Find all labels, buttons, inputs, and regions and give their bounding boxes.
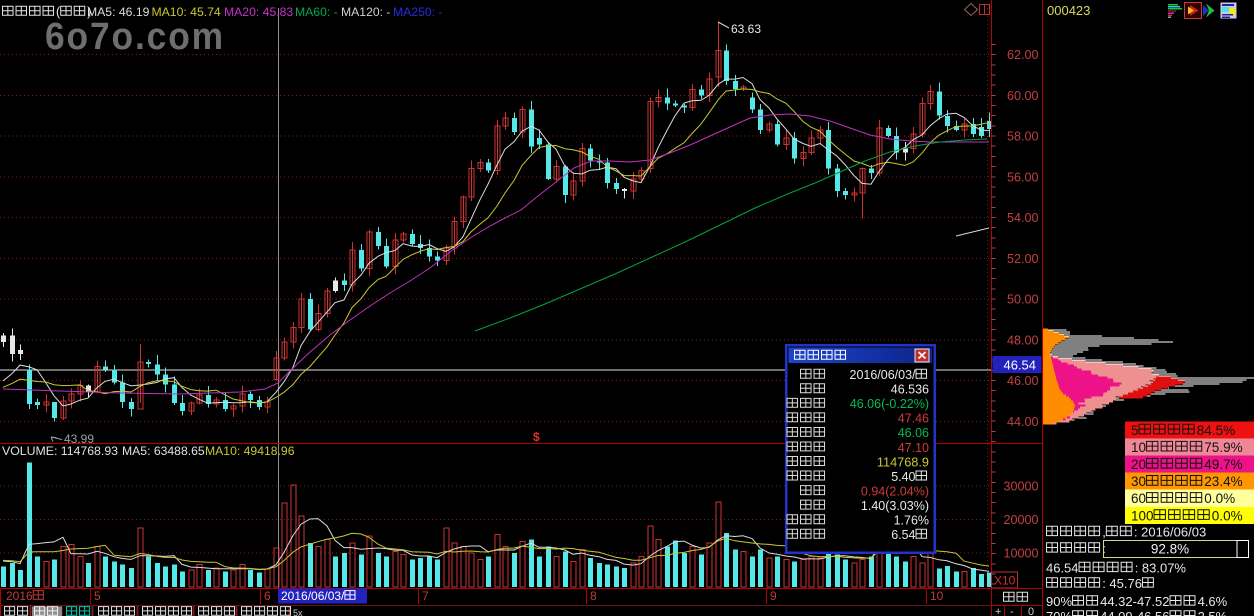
svg-text:6.54: 6.54 — [891, 528, 915, 542]
svg-text:2016/06/03/: 2016/06/03/ — [850, 368, 917, 382]
svg-text:10: 10 — [1131, 440, 1146, 455]
svg-text:0.0%: 0.0% — [1204, 491, 1235, 506]
svg-text:MA120: -: MA120: - — [341, 5, 391, 19]
svg-text:MA10: 49418.96: MA10: 49418.96 — [205, 444, 295, 458]
svg-text:): ) — [87, 5, 91, 19]
svg-text:MA10: 45.74: MA10: 45.74 — [152, 5, 221, 19]
svg-text:0: 0 — [1028, 606, 1034, 616]
svg-text:50.00: 50.00 — [1007, 293, 1039, 307]
svg-text:52.00: 52.00 — [1007, 252, 1039, 266]
svg-text:43.99: 43.99 — [64, 432, 94, 446]
svg-text:X10: X10 — [994, 574, 1016, 588]
svg-text:MA20: 45.83: MA20: 45.83 — [224, 5, 293, 19]
svg-text:: 45.76: : 45.76 — [1102, 576, 1142, 591]
svg-text:62.00: 62.00 — [1007, 48, 1039, 62]
svg-text:23.4%: 23.4% — [1204, 474, 1242, 489]
svg-text:63.63: 63.63 — [731, 22, 761, 36]
svg-text:46.06(-0.22%): 46.06(-0.22%) — [850, 397, 929, 411]
svg-text:MA5: 46.19: MA5: 46.19 — [87, 5, 150, 19]
svg-text:1.40(3.03%): 1.40(3.03%) — [861, 499, 929, 513]
svg-text:46.54: 46.54 — [1004, 358, 1037, 373]
svg-text:60: 60 — [1131, 491, 1146, 506]
svg-text:: 2016/06/03: : 2016/06/03 — [1134, 525, 1206, 540]
svg-text:90%: 90% — [1046, 594, 1072, 609]
svg-text:75.9%: 75.9% — [1204, 440, 1242, 455]
svg-text:,: , — [1102, 525, 1106, 540]
svg-text:48.00: 48.00 — [1007, 333, 1039, 347]
svg-text:100: 100 — [1131, 508, 1154, 523]
svg-text:84.5%: 84.5% — [1197, 423, 1235, 438]
svg-text:60.00: 60.00 — [1007, 89, 1039, 103]
svg-text:46.54: 46.54 — [1046, 561, 1079, 576]
svg-text:47.10: 47.10 — [898, 441, 929, 455]
svg-text:9: 9 — [770, 589, 777, 603]
svg-text:8: 8 — [590, 589, 597, 603]
svg-text:7: 7 — [422, 589, 429, 603]
svg-text:MA60: -: MA60: - — [295, 5, 338, 19]
svg-text:4.6%: 4.6% — [1198, 594, 1228, 609]
svg-text:000423: 000423 — [1047, 3, 1090, 18]
svg-text:0.94(2.04%): 0.94(2.04%) — [861, 484, 929, 498]
svg-text:44.00: 44.00 — [1007, 415, 1039, 429]
svg-text:MA5: 63488.65: MA5: 63488.65 — [122, 444, 205, 458]
svg-text:6o7o.com: 6o7o.com — [45, 16, 225, 58]
svg-text:92.8%: 92.8% — [1151, 542, 1189, 557]
svg-text:2.5%: 2.5% — [1198, 609, 1228, 616]
svg-text:30000: 30000 — [1004, 480, 1039, 494]
svg-text:44.32-47.52: 44.32-47.52 — [1100, 594, 1169, 609]
svg-text:(: ( — [56, 5, 61, 19]
svg-text:46.06: 46.06 — [898, 426, 929, 440]
svg-text:-: - — [1010, 606, 1014, 616]
svg-text:114768.9: 114768.9 — [877, 455, 929, 469]
svg-text:1.76%: 1.76% — [894, 514, 929, 528]
svg-text:46.536: 46.536 — [891, 383, 929, 397]
svg-text:47.46: 47.46 — [898, 412, 929, 426]
svg-text:5.40: 5.40 — [891, 470, 915, 484]
svg-text:56.00: 56.00 — [1007, 170, 1039, 184]
svg-text:2016/06/03/: 2016/06/03/ — [281, 589, 345, 603]
svg-text:2016: 2016 — [6, 589, 33, 603]
svg-text:70%: 70% — [1046, 609, 1072, 616]
svg-text:49.7%: 49.7% — [1204, 457, 1242, 472]
svg-text:MA250: -: MA250: - — [393, 5, 443, 19]
svg-text:46.00: 46.00 — [1007, 374, 1039, 388]
svg-text:5: 5 — [94, 589, 101, 603]
svg-text:20000: 20000 — [1004, 513, 1039, 527]
svg-text:$: $ — [533, 430, 540, 444]
svg-text:10000: 10000 — [1004, 547, 1039, 561]
svg-text:20: 20 — [1131, 457, 1146, 472]
svg-text:10: 10 — [930, 589, 944, 603]
svg-text:+: + — [995, 606, 1001, 616]
svg-text:0.0%: 0.0% — [1212, 508, 1243, 523]
svg-text:6: 6 — [264, 589, 271, 603]
svg-text:: 83.07%: : 83.07% — [1135, 561, 1187, 576]
svg-text:44.09-46.56: 44.09-46.56 — [1100, 609, 1169, 616]
svg-text:30: 30 — [1131, 474, 1146, 489]
svg-text:58.00: 58.00 — [1007, 130, 1039, 144]
svg-text:54.00: 54.00 — [1007, 211, 1039, 225]
svg-text:5: 5 — [1131, 423, 1139, 438]
svg-text:VOLUME: 114768.93: VOLUME: 114768.93 — [2, 444, 118, 458]
svg-text:5x: 5x — [293, 608, 303, 616]
